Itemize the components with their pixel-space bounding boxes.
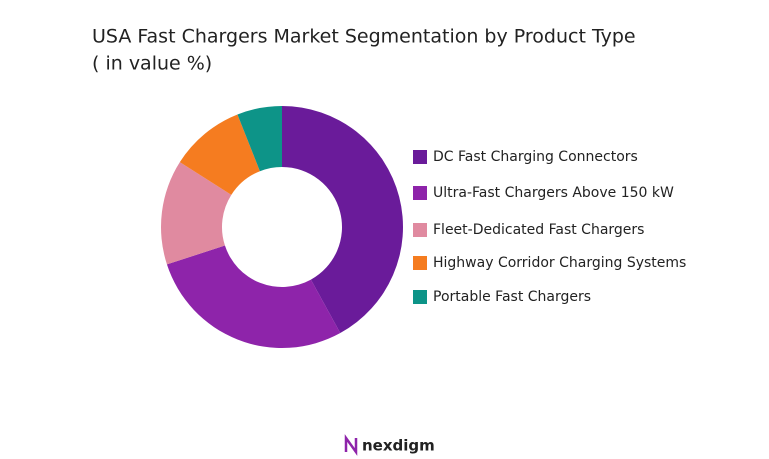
legend-swatch bbox=[413, 186, 427, 200]
legend-label: Portable Fast Chargers bbox=[433, 289, 591, 305]
legend-swatch bbox=[413, 290, 427, 304]
donut-slice bbox=[237, 106, 282, 172]
legend-label: Fleet-Dedicated Fast Chargers bbox=[433, 222, 644, 238]
chart-subtitle: ( in value %) bbox=[92, 53, 212, 75]
chart-title: USA Fast Chargers Market Segmentation by… bbox=[92, 26, 636, 48]
legend-label: Highway Corridor Charging Systems bbox=[433, 255, 686, 271]
donut-slice bbox=[161, 162, 232, 265]
donut-slice bbox=[282, 106, 403, 334]
legend-swatch bbox=[413, 256, 427, 270]
legend-swatch bbox=[413, 150, 427, 164]
donut-slice bbox=[179, 114, 260, 195]
legend-label: DC Fast Charging Connectors bbox=[433, 149, 638, 165]
donut-slice bbox=[166, 245, 341, 348]
legend-swatch bbox=[413, 223, 427, 237]
logo-icon bbox=[344, 434, 358, 456]
legend-label: Ultra-Fast Chargers Above 150 kW bbox=[433, 185, 674, 201]
logo-text: nexdigm bbox=[362, 437, 435, 455]
